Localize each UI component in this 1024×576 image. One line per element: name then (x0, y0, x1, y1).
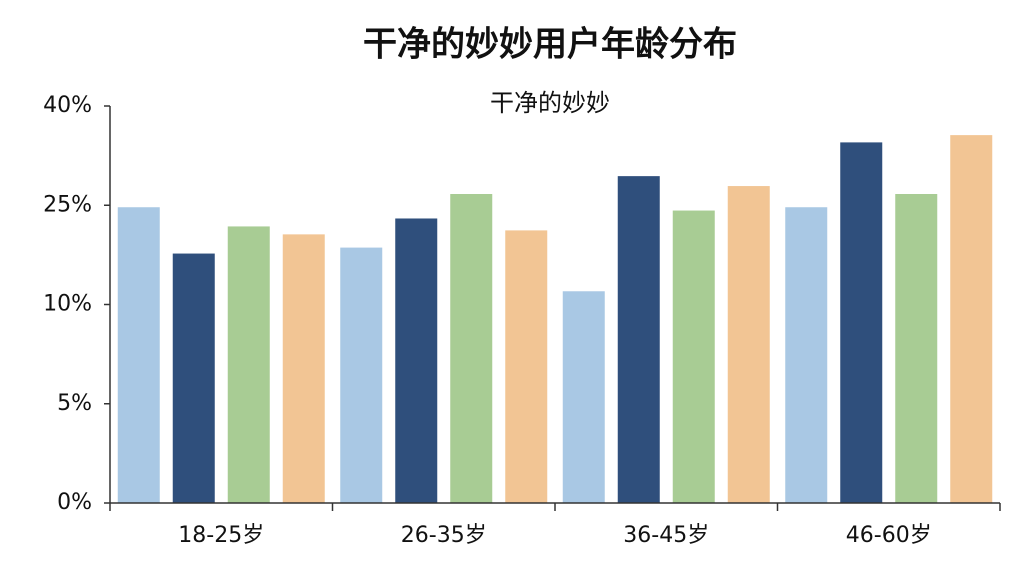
bar (450, 194, 493, 504)
y-tick-label: 40% (43, 93, 92, 118)
bar (672, 210, 715, 503)
bar (172, 253, 215, 503)
y-tick-label: 25% (43, 192, 92, 217)
x-tick-label: 18-25岁 (178, 523, 264, 548)
bar (785, 207, 828, 504)
bar (117, 207, 160, 504)
y-tick-label: 5% (57, 391, 92, 416)
x-tick-label: 46-60岁 (846, 523, 932, 548)
bar (895, 194, 938, 504)
bar (562, 291, 605, 503)
bar (282, 234, 325, 503)
y-tick-label: 0% (57, 490, 92, 515)
bar (840, 142, 883, 503)
bar (950, 135, 993, 503)
bar (505, 230, 548, 504)
chart-title: 干净的妙妙用户年龄分布 (363, 25, 737, 65)
bar (395, 218, 438, 503)
x-tick-label: 26-35岁 (401, 523, 487, 548)
bar (727, 186, 770, 504)
bar (227, 226, 270, 503)
y-tick-label: 10% (43, 292, 92, 317)
chart-subtitle: 干净的妙妙 (490, 89, 610, 117)
x-tick-label: 36-45岁 (623, 523, 709, 548)
bar (617, 176, 660, 504)
bar (340, 247, 383, 503)
